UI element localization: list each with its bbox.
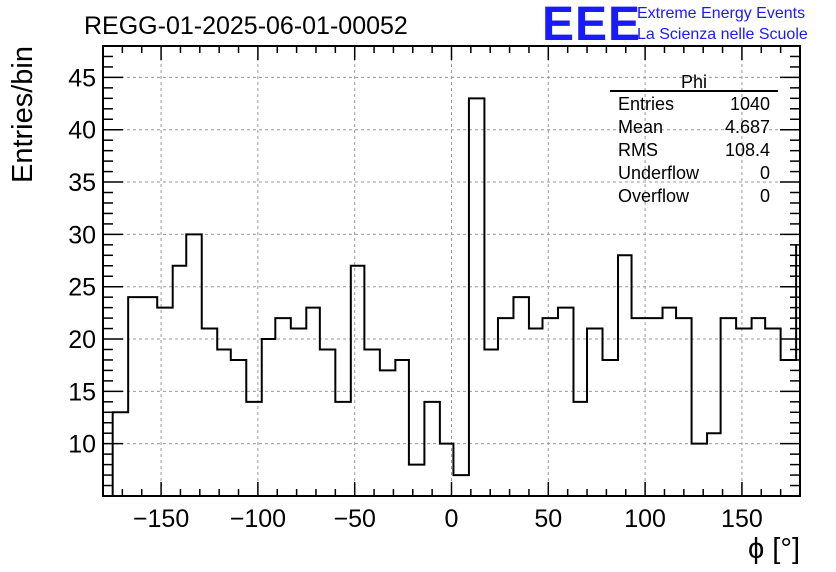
- x-tick-label: 100: [624, 505, 666, 533]
- stats-label: Entries: [618, 94, 674, 114]
- stats-label: Underflow: [618, 163, 700, 183]
- y-tick-label: 40: [68, 117, 96, 145]
- x-axis-title: ϕ [°]: [748, 533, 800, 565]
- histogram-outline: [111, 97, 798, 496]
- y-axis-title: Entries/bin: [7, 46, 39, 183]
- logo-line-2: La Scienza nelle Scuole: [637, 26, 808, 43]
- stats-rows: Entries 1040 Mean 4.687 RMS 108.4 Underflow 0 Ov…: [618, 94, 770, 206]
- stats-value: 4.687: [725, 117, 770, 137]
- grid-lines: [103, 46, 800, 496]
- y-tick-label: 10: [68, 431, 96, 459]
- stats-title: Phi: [681, 72, 707, 92]
- histogram-bars: [111, 97, 798, 496]
- stats-value: 0: [760, 186, 770, 206]
- logo-line-1: Extreme Energy Events: [637, 5, 805, 22]
- y-tick-label: 25: [68, 274, 96, 302]
- x-tick-labels: −150 −100 −50 0 50 100 150: [133, 505, 763, 533]
- x-tick-label: 150: [721, 505, 763, 533]
- stats-label: RMS: [618, 140, 658, 160]
- y-tick-label: 15: [68, 378, 96, 406]
- logo-mark: EEE: [542, 0, 641, 51]
- x-tick-label: −50: [333, 505, 375, 533]
- logo: EEE Extreme Energy Events La Scienza nel…: [542, 0, 808, 51]
- stats-box: Phi Entries 1040 Mean 4.687 RMS 108.4 Underflo…: [610, 72, 778, 206]
- x-tick-label: −150: [133, 505, 189, 533]
- x-tick-label: 0: [445, 505, 459, 533]
- y-tick-label: 35: [68, 169, 96, 197]
- y-tick-label: 30: [68, 221, 96, 249]
- x-tick-label: −100: [230, 505, 286, 533]
- stats-label: Mean: [618, 117, 663, 137]
- stats-value: 108.4: [725, 140, 770, 160]
- stats-value: 0: [760, 163, 770, 183]
- y-tick-label: 45: [68, 64, 96, 92]
- chart-title: REGG-01-2025-06-01-00052: [84, 12, 408, 40]
- x-tick-label: 50: [534, 505, 562, 533]
- y-tick-labels: 10 15 20 25 30 35 40 45: [68, 64, 96, 458]
- y-tick-label: 20: [68, 326, 96, 354]
- stats-value: 1040: [730, 94, 770, 114]
- axis-ticks: [103, 46, 800, 496]
- stats-label: Overflow: [618, 186, 690, 206]
